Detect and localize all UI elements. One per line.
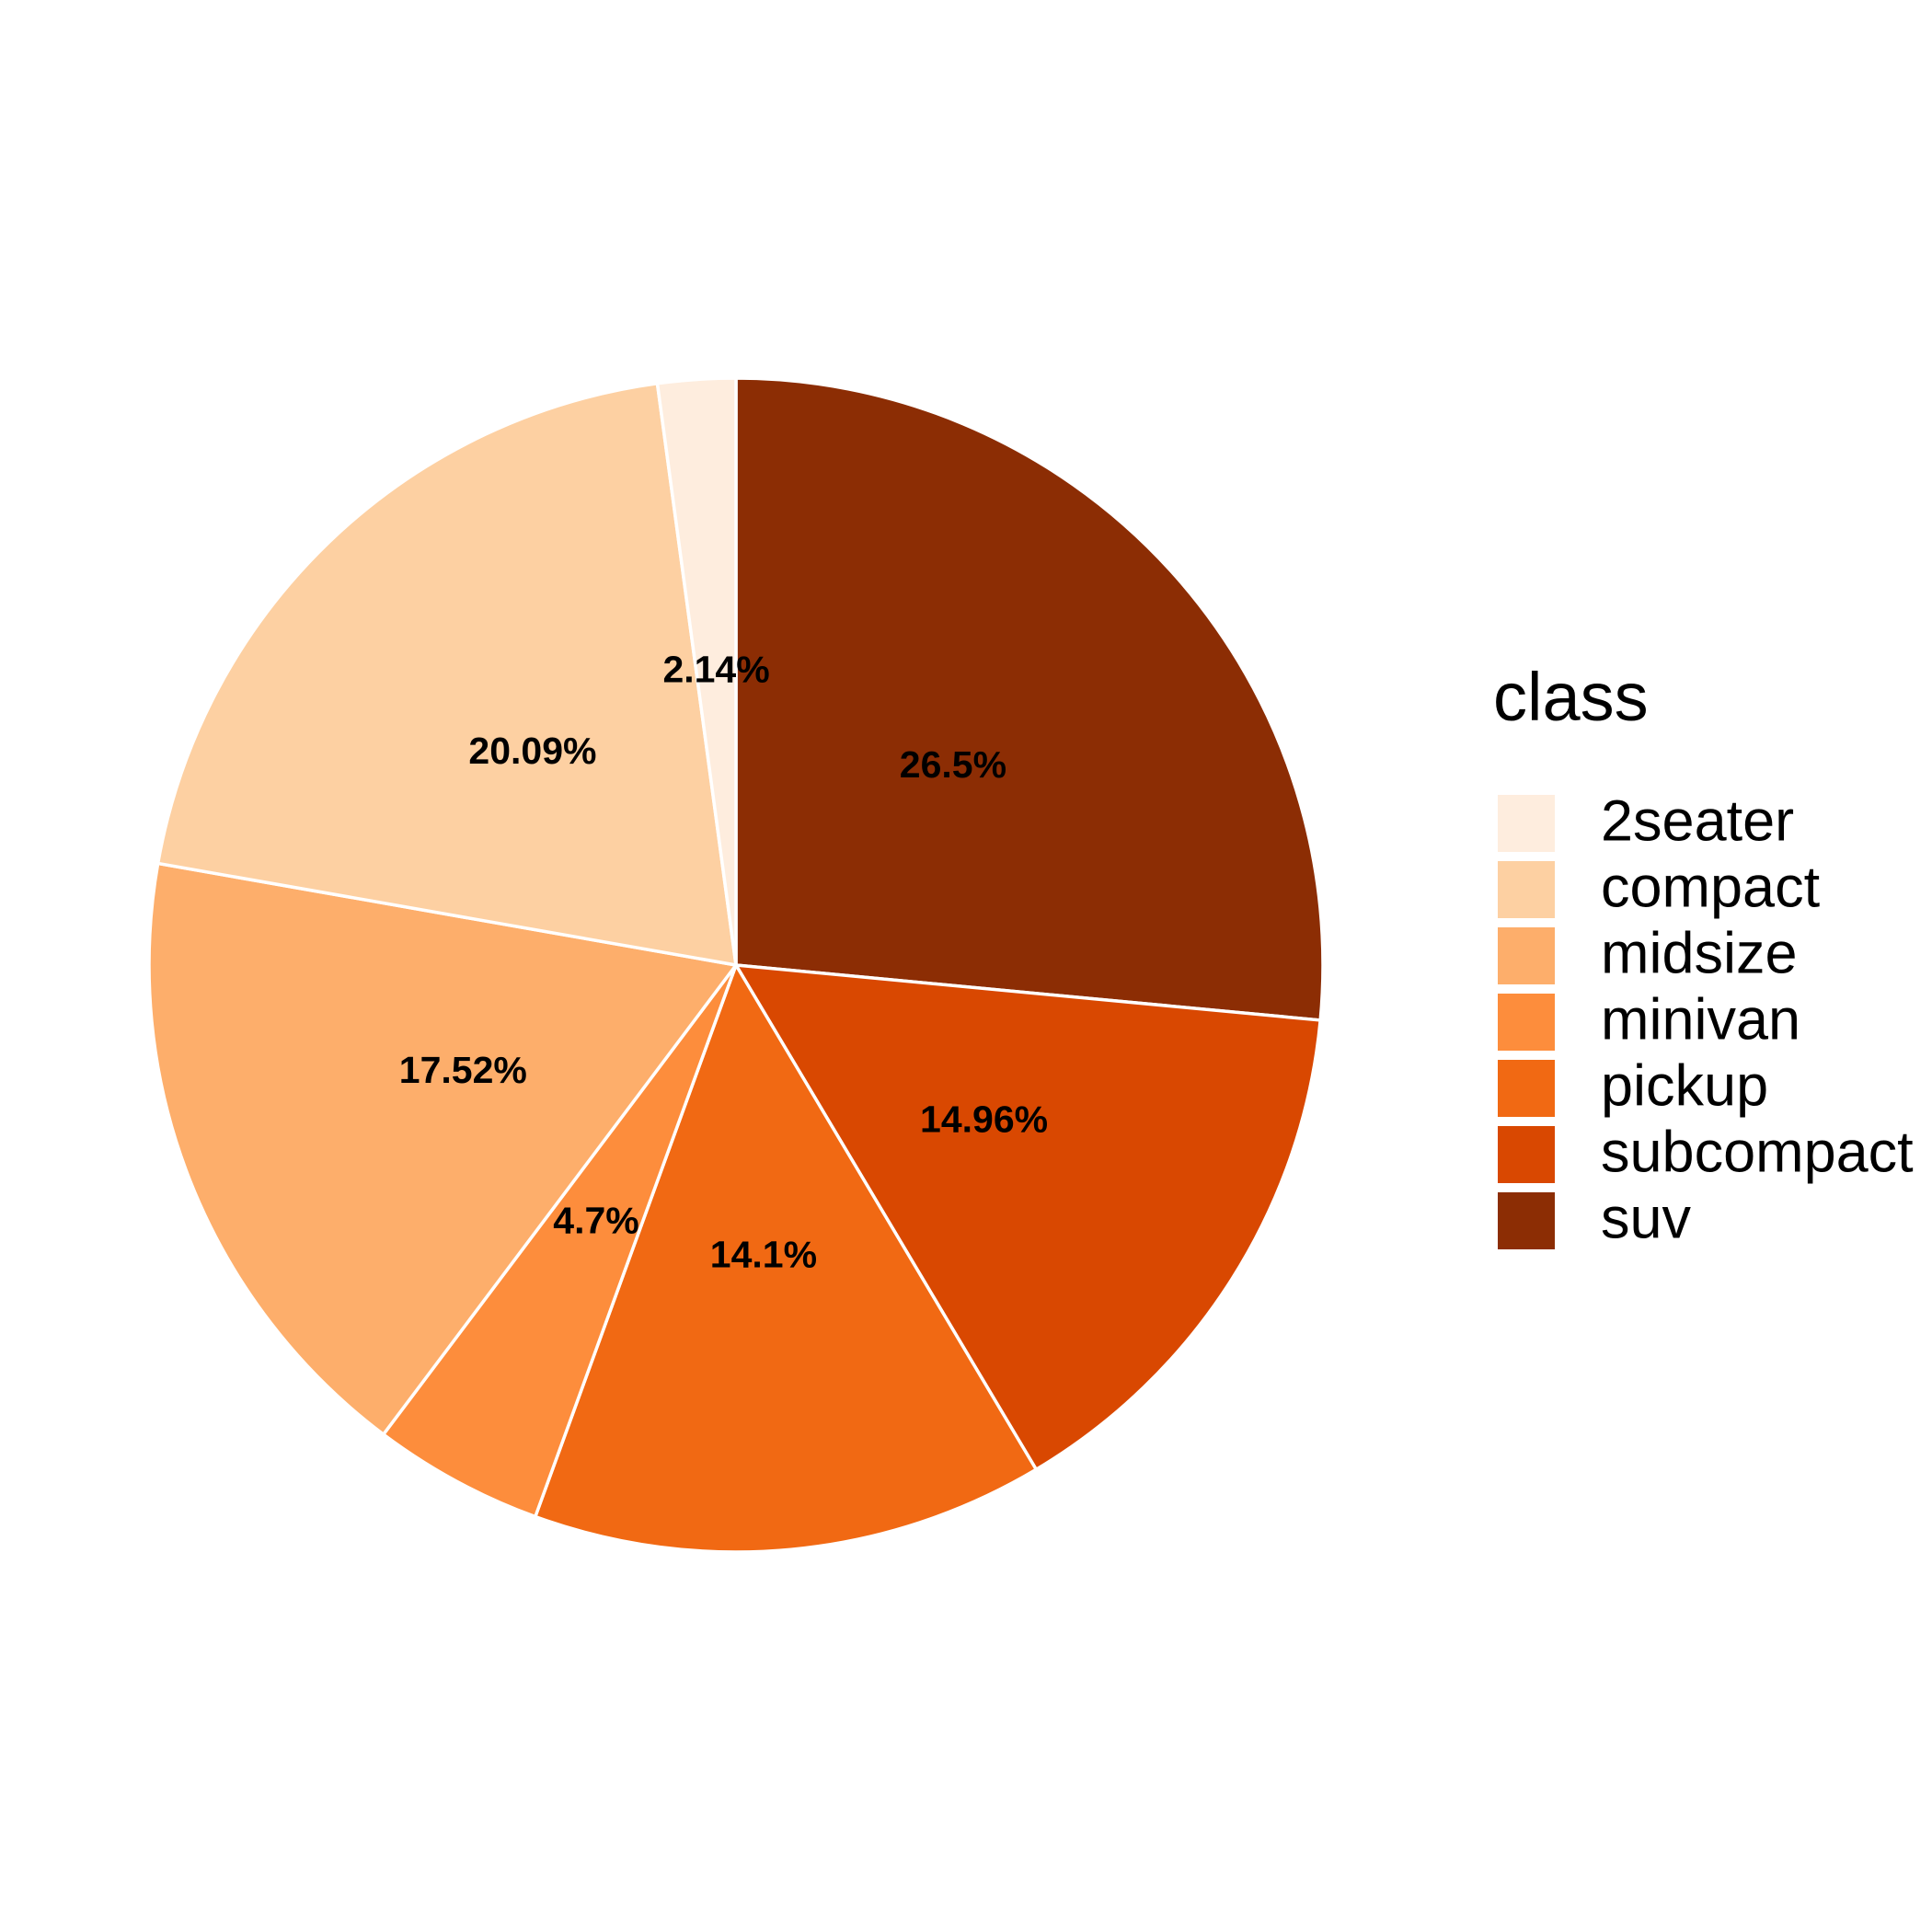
legend-label-compact: compact [1601, 856, 1821, 920]
slice-label-suv: 26.5% [900, 743, 1006, 786]
slice-labels-layer: 26.5% 14.96% 14.1% 4.7% 17.52% 20.09% 2.14% [399, 649, 1048, 1276]
pie-slice-subcompact [732, 962, 1323, 1472]
pie-slice-suv [734, 376, 1325, 1022]
pie-slice-compact [155, 381, 739, 968]
legend-key-pickup [1498, 1060, 1555, 1117]
legend-label-minivan: minivan [1601, 988, 1800, 1052]
slice-label-subcompact: 14.96% [920, 1098, 1048, 1140]
legend-key-2seater [1498, 795, 1555, 852]
legend-key-midsize [1498, 927, 1555, 984]
pie-slice-2seater [655, 376, 738, 966]
legend-items: 2seatercompactmidsizeminivanpickupsubcom… [1498, 789, 1914, 1251]
legend-label-midsize: midsize [1601, 922, 1798, 986]
legend-label-subcompact: subcompact [1601, 1121, 1914, 1185]
legend: class 2seatercompactmidsizeminivanpickup… [1493, 659, 1914, 1251]
legend-key-subcompact [1498, 1126, 1555, 1183]
slice-label-minivan: 4.7% [553, 1199, 638, 1241]
legend-label-2seater: 2seater [1601, 789, 1794, 854]
legend-title: class [1493, 659, 1649, 735]
pie-slice-pickup [533, 960, 1039, 1554]
slice-label-midsize: 17.52% [399, 1049, 527, 1091]
legend-key-minivan [1498, 994, 1555, 1051]
slice-label-compact: 20.09% [468, 730, 596, 772]
legend-label-pickup: pickup [1601, 1054, 1768, 1119]
pie-slice-minivan [381, 963, 738, 1519]
slice-label-pickup: 14.1% [710, 1233, 817, 1275]
legend-key-compact [1498, 861, 1555, 918]
legend-key-suv [1498, 1192, 1555, 1249]
pie-slice-midsize [147, 861, 740, 1437]
slices-layer [147, 376, 1325, 1554]
legend-label-suv: suv [1601, 1187, 1692, 1251]
slice-label-2seater: 2.14% [662, 649, 769, 691]
